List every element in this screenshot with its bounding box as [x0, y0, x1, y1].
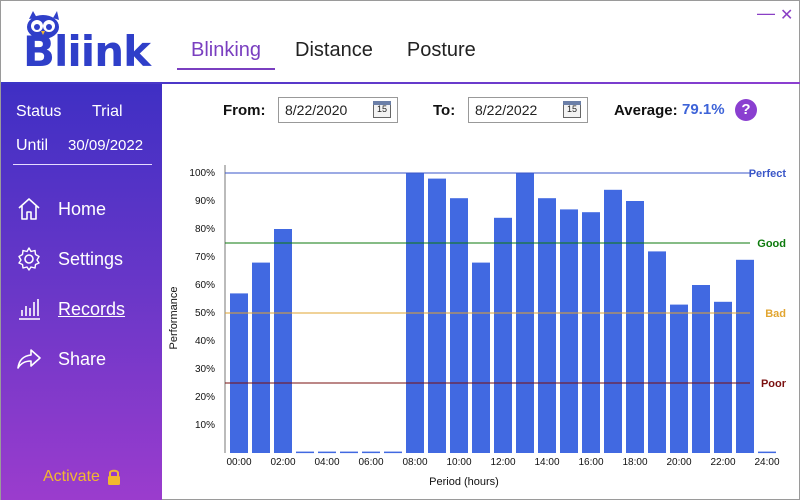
bar[interactable] [714, 301, 732, 453]
y-tick-label: 10% [195, 420, 215, 431]
calendar-icon[interactable]: 15 [373, 101, 391, 118]
y-tick-label: 70% [195, 252, 215, 263]
status-value: Trial [92, 103, 123, 120]
tab-blinking[interactable]: Blinking [177, 37, 276, 70]
bar[interactable] [582, 212, 600, 453]
y-tick-label: 100% [189, 168, 215, 179]
bar[interactable] [472, 262, 490, 453]
x-tick-label: 12:00 [490, 457, 515, 468]
bar[interactable] [384, 451, 402, 454]
bar[interactable] [362, 451, 380, 454]
from-date-value: 8/22/2020 [285, 102, 348, 118]
y-tick-label: 80% [195, 224, 215, 235]
x-axis-title: Period (hours) [429, 476, 499, 488]
bar[interactable] [604, 189, 622, 454]
x-tick-label: 10:00 [446, 457, 471, 468]
logo-text: Bliink [23, 27, 151, 76]
x-tick-label: 22:00 [710, 457, 735, 468]
activate-label: Activate [43, 468, 100, 485]
bliink-logo: Bliink [23, 9, 151, 77]
tab-posture[interactable]: Posture [406, 39, 476, 61]
bar[interactable] [450, 198, 468, 453]
x-tick-label: 14:00 [534, 457, 559, 468]
calendar-icon[interactable]: 15 [563, 101, 581, 118]
x-tick-label: 00:00 [226, 457, 251, 468]
y-tick-label: 30% [195, 364, 215, 375]
x-tick-label: 02:00 [270, 457, 295, 468]
sidebar-item-label: Records [58, 298, 126, 319]
bar[interactable] [736, 259, 754, 453]
from-date-field[interactable]: 8/22/2020 15 [278, 97, 398, 123]
y-axis-title: Performance [168, 287, 180, 350]
sidebar-item-label: Share [58, 348, 107, 369]
x-tick-label: 06:00 [358, 457, 383, 468]
bar[interactable] [274, 229, 292, 453]
y-tick-label: 20% [195, 392, 215, 403]
bar-chart-icon [19, 299, 40, 320]
sidebar-item-home[interactable]: Home [16, 193, 156, 225]
reference-label-bad: Bad [765, 308, 786, 320]
bar[interactable] [494, 217, 512, 453]
header-divider [1, 82, 800, 84]
x-tick-label: 16:00 [578, 457, 603, 468]
bar[interactable] [340, 451, 358, 454]
to-date-field[interactable]: 8/22/2022 15 [468, 97, 588, 123]
reference-label-perfect: Perfect [749, 168, 787, 180]
average-value: 79.1% [682, 101, 725, 118]
from-label: From: [223, 102, 266, 119]
sidebar-divider [13, 164, 152, 165]
y-tick-label: 50% [195, 308, 215, 319]
x-tick-label: 18:00 [622, 457, 647, 468]
until-value: 30/09/2022 [68, 137, 144, 154]
bar[interactable] [296, 451, 314, 454]
to-label: To: [433, 102, 456, 119]
bar[interactable] [626, 201, 644, 453]
to-date-value: 8/22/2022 [475, 102, 538, 118]
sidebar: Status Trial Until 30/09/2022 Home Setti… [1, 84, 162, 500]
tab-distance[interactable]: Distance [295, 39, 373, 61]
status-label: Status [16, 103, 62, 120]
x-tick-label: 20:00 [666, 457, 691, 468]
bar[interactable] [230, 293, 248, 453]
close-button[interactable]: ✕ [780, 7, 794, 24]
sidebar-item-label: Home [58, 198, 107, 219]
sidebar-item-share[interactable]: Share [16, 343, 156, 375]
share-arrow-icon [17, 349, 41, 369]
x-tick-label: 24:00 [754, 457, 779, 468]
home-icon [18, 198, 40, 220]
bar[interactable] [318, 451, 336, 454]
gear-icon [18, 247, 40, 271]
y-tick-label: 90% [195, 196, 215, 207]
sidebar-item-label: Settings [58, 248, 124, 269]
y-tick-label: 40% [195, 336, 215, 347]
bar[interactable] [758, 451, 776, 454]
help-button[interactable]: ? [735, 99, 757, 121]
owl-icon [27, 11, 59, 39]
bar[interactable] [560, 209, 578, 453]
activate-button[interactable]: Activate [43, 468, 122, 486]
bar[interactable] [670, 304, 688, 453]
lock-icon [107, 469, 120, 485]
bar[interactable] [538, 198, 556, 453]
top-tabs: Blinking Distance Posture [177, 37, 490, 70]
reference-label-good: Good [757, 238, 786, 250]
x-tick-label: 04:00 [314, 457, 339, 468]
until-label: Until [16, 137, 49, 154]
reference-label-poor: Poor [761, 378, 787, 390]
bar[interactable] [648, 251, 666, 453]
bar[interactable] [252, 262, 270, 453]
bar[interactable] [692, 285, 710, 453]
x-tick-label: 08:00 [402, 457, 427, 468]
y-tick-label: 60% [195, 280, 215, 291]
average-label: Average: [614, 102, 678, 119]
sidebar-item-records[interactable]: Records [16, 293, 156, 325]
sidebar-item-settings[interactable]: Settings [16, 243, 156, 275]
bar[interactable] [428, 178, 446, 453]
minimize-button[interactable]: — [757, 3, 775, 23]
blinking-performance-chart: 10% 20% 30% 40% 50% 60% 70% 80% 90% 100% 00:00 02:0… [168, 165, 787, 488]
